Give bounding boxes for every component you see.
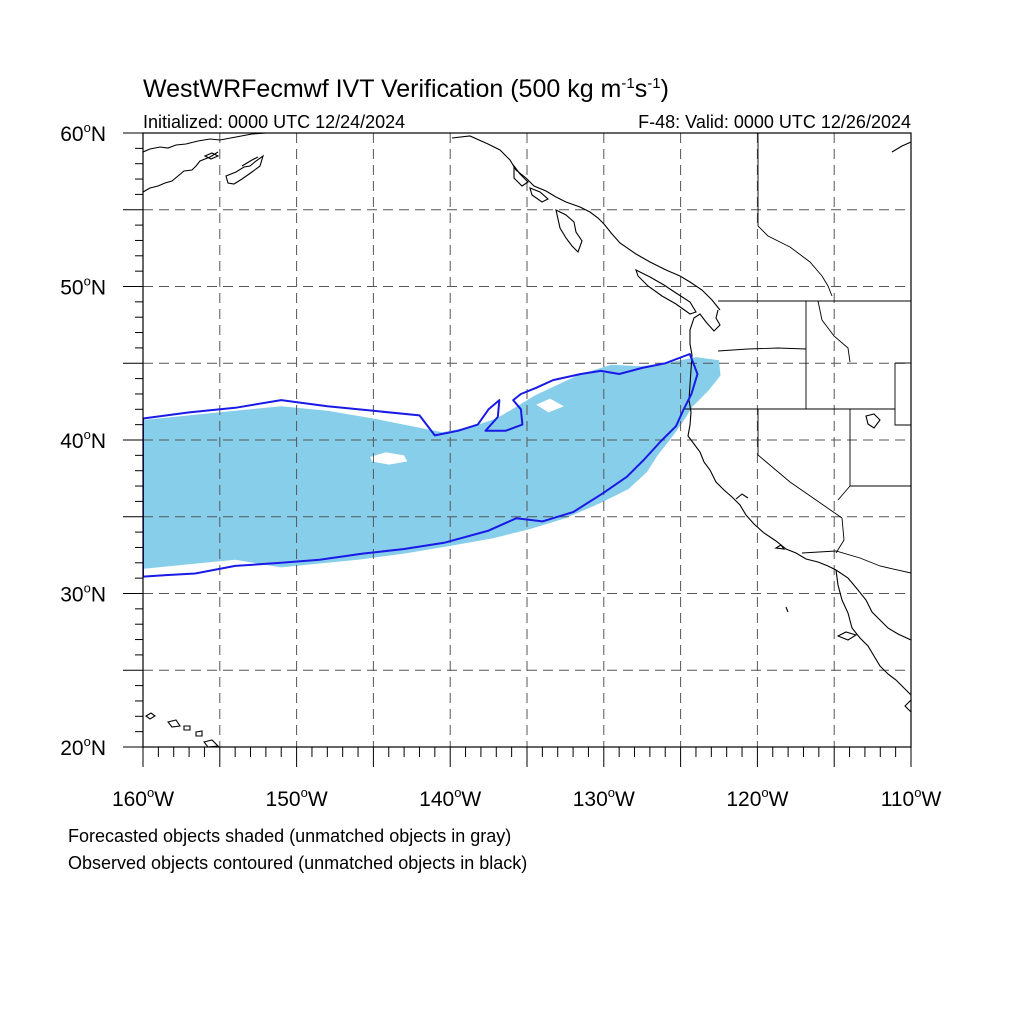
valid-time-label: F-48: Valid: 0000 UTC 12/26/2024 xyxy=(638,112,911,132)
forecast-legend-note: Forecasted objects shaded (unmatched obj… xyxy=(68,826,511,846)
political-borders xyxy=(685,133,911,574)
observed-ivt-contour xyxy=(143,353,699,578)
lon-label: 140oW xyxy=(419,785,481,811)
init-time-label: Initialized: 0000 UTC 12/24/2024 xyxy=(143,112,405,132)
lon-label: 160oW xyxy=(112,785,174,811)
lon-label: 120oW xyxy=(726,785,788,811)
lon-label: 150oW xyxy=(266,785,328,811)
lat-label: 50oN xyxy=(60,274,106,300)
map-title: WestWRFecmwf IVT Verification (500 kg m-… xyxy=(143,75,669,103)
lat-label: 60oN xyxy=(60,120,106,146)
axis-ticks xyxy=(123,132,912,767)
lat-label: 40oN xyxy=(60,427,106,453)
latitude-labels: 60oN 50oN 40oN 30oN 20oN xyxy=(60,120,106,760)
lat-label: 30oN xyxy=(60,581,106,607)
graticule xyxy=(143,133,911,747)
observed-legend-note: Observed objects contoured (unmatched ob… xyxy=(68,853,527,873)
forecast-ivt-object xyxy=(143,357,721,569)
plot-area xyxy=(143,133,911,747)
lon-label: 130oW xyxy=(573,785,635,811)
lat-label: 20oN xyxy=(60,734,106,760)
longitude-labels: 160oW 150oW 140oW 130oW 120oW 110oW xyxy=(112,785,942,811)
coastlines xyxy=(143,133,911,747)
lon-label: 110oW xyxy=(881,785,942,811)
